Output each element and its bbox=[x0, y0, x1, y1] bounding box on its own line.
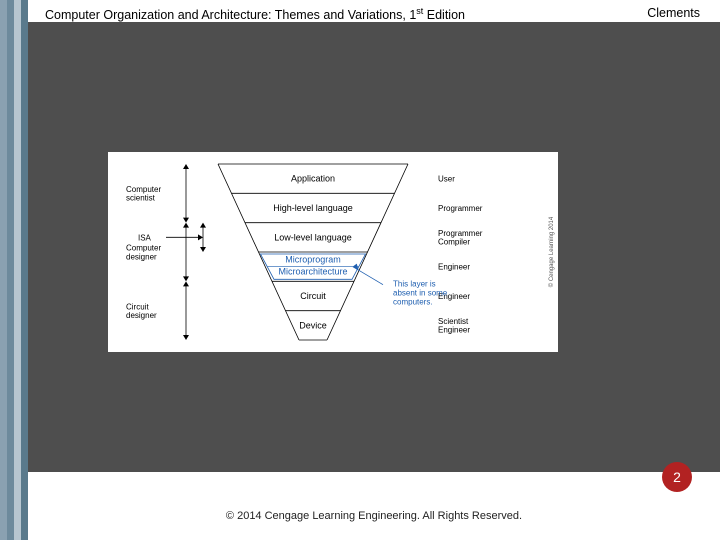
svg-text:ScientistEngineer: ScientistEngineer bbox=[438, 317, 470, 335]
slide-footer: 2 © 2014 Cengage Learning Engineering. A… bbox=[28, 472, 720, 540]
svg-text:Engineer: Engineer bbox=[438, 263, 470, 272]
svg-text:This layer isabsent in somecom: This layer isabsent in somecomputers. bbox=[393, 280, 448, 307]
page-number: 2 bbox=[673, 469, 681, 485]
sidebar-accent bbox=[0, 0, 28, 540]
slide-body: Application User High-level language Progra… bbox=[28, 22, 720, 472]
svg-text:Circuitdesigner: Circuitdesigner bbox=[126, 302, 157, 320]
author-name: Clements bbox=[647, 6, 700, 22]
copyright-text: © 2014 Cengage Learning Engineering. All… bbox=[28, 510, 720, 522]
svg-text:Microarchitecture: Microarchitecture bbox=[278, 267, 347, 277]
svg-text:Computerscientist: Computerscientist bbox=[126, 185, 161, 203]
svg-text:Microprogram: Microprogram bbox=[285, 255, 341, 265]
book-title: Computer Organization and Architecture: … bbox=[45, 6, 465, 22]
svg-text:Application: Application bbox=[291, 174, 335, 184]
svg-text:© Cengage Learning 2014: © Cengage Learning 2014 bbox=[548, 216, 555, 287]
svg-text:Low-level language: Low-level language bbox=[274, 232, 352, 242]
page-number-badge: 2 bbox=[662, 462, 692, 492]
svg-text:ISA: ISA bbox=[138, 233, 152, 242]
svg-text:Circuit: Circuit bbox=[300, 291, 326, 301]
svg-text:User: User bbox=[438, 175, 455, 184]
svg-text:Programmer: Programmer bbox=[438, 204, 483, 213]
slide-header: Computer Organization and Architecture: … bbox=[45, 6, 700, 22]
svg-text:ProgrammerCompiler: ProgrammerCompiler bbox=[438, 229, 483, 247]
svg-text:Device: Device bbox=[299, 320, 327, 330]
layer-diagram: Application User High-level language Progra… bbox=[108, 152, 558, 352]
svg-text:High-level language: High-level language bbox=[273, 203, 353, 213]
svg-text:Computerdesigner: Computerdesigner bbox=[126, 244, 161, 262]
